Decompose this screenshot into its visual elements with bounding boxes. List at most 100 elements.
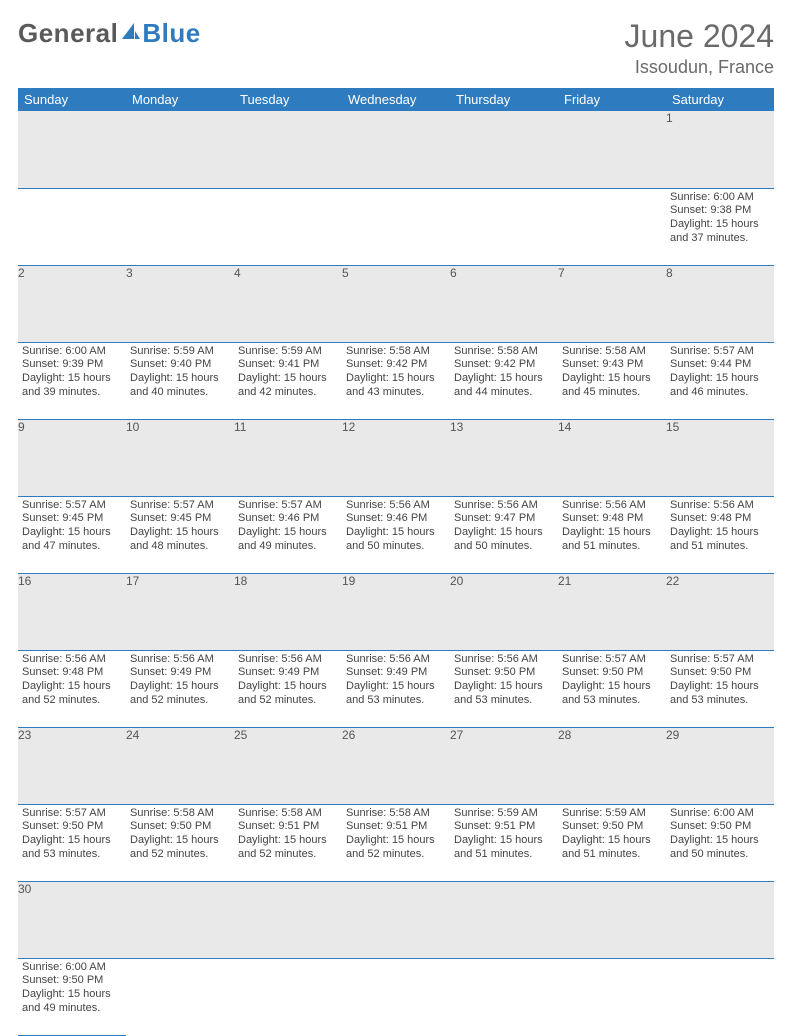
day-number: 6 [450, 265, 558, 342]
day-details: Sunrise: 5:58 AMSunset: 9:51 PMDaylight:… [234, 805, 342, 866]
day-details: Sunrise: 5:57 AMSunset: 9:45 PMDaylight:… [126, 497, 234, 558]
day-cell: Sunrise: 5:57 AMSunset: 9:45 PMDaylight:… [18, 496, 126, 573]
day-cell [450, 958, 558, 1035]
day-number: 27 [450, 727, 558, 804]
day-number: 11 [234, 419, 342, 496]
day-details: Sunrise: 5:56 AMSunset: 9:47 PMDaylight:… [450, 497, 558, 558]
daynum-row: 30 [18, 881, 774, 958]
day-cell [234, 958, 342, 1035]
day-number [234, 111, 342, 188]
day-cell: Sunrise: 5:57 AMSunset: 9:50 PMDaylight:… [558, 650, 666, 727]
day-number: 26 [342, 727, 450, 804]
day-details: Sunrise: 5:59 AMSunset: 9:40 PMDaylight:… [126, 343, 234, 404]
day-cell [342, 958, 450, 1035]
day-details: Sunrise: 5:56 AMSunset: 9:46 PMDaylight:… [342, 497, 450, 558]
day-number [18, 111, 126, 188]
daynum-row: 2345678 [18, 265, 774, 342]
day-cell: Sunrise: 5:57 AMSunset: 9:44 PMDaylight:… [666, 342, 774, 419]
week-row: Sunrise: 6:00 AMSunset: 9:50 PMDaylight:… [18, 958, 774, 1035]
day-details: Sunrise: 5:56 AMSunset: 9:48 PMDaylight:… [666, 497, 774, 558]
day-number: 29 [666, 727, 774, 804]
day-cell: Sunrise: 6:00 AMSunset: 9:50 PMDaylight:… [666, 804, 774, 881]
day-cell: Sunrise: 5:57 AMSunset: 9:45 PMDaylight:… [126, 496, 234, 573]
day-number [342, 111, 450, 188]
day-cell: Sunrise: 5:59 AMSunset: 9:40 PMDaylight:… [126, 342, 234, 419]
day-number: 25 [234, 727, 342, 804]
day-cell: Sunrise: 5:56 AMSunset: 9:48 PMDaylight:… [666, 496, 774, 573]
day-details: Sunrise: 5:58 AMSunset: 9:42 PMDaylight:… [342, 343, 450, 404]
logo-text-2: Blue [142, 18, 200, 49]
day-number [450, 111, 558, 188]
day-number: 5 [342, 265, 450, 342]
day-number: 12 [342, 419, 450, 496]
day-cell: Sunrise: 5:58 AMSunset: 9:50 PMDaylight:… [126, 804, 234, 881]
day-details: Sunrise: 5:56 AMSunset: 9:50 PMDaylight:… [450, 651, 558, 712]
day-details: Sunrise: 5:59 AMSunset: 9:50 PMDaylight:… [558, 805, 666, 866]
day-details: Sunrise: 5:56 AMSunset: 9:49 PMDaylight:… [342, 651, 450, 712]
day-cell: Sunrise: 5:56 AMSunset: 9:47 PMDaylight:… [450, 496, 558, 573]
logo-sail-icon [120, 21, 142, 43]
day-cell: Sunrise: 5:59 AMSunset: 9:51 PMDaylight:… [450, 804, 558, 881]
weekday-header-row: SundayMondayTuesdayWednesdayThursdayFrid… [18, 88, 774, 111]
day-number [234, 881, 342, 958]
day-details: Sunrise: 5:59 AMSunset: 9:51 PMDaylight:… [450, 805, 558, 866]
day-number: 9 [18, 419, 126, 496]
daynum-row: 9101112131415 [18, 419, 774, 496]
day-cell: Sunrise: 5:56 AMSunset: 9:48 PMDaylight:… [18, 650, 126, 727]
day-details: Sunrise: 5:56 AMSunset: 9:48 PMDaylight:… [18, 651, 126, 712]
day-cell: Sunrise: 5:59 AMSunset: 9:50 PMDaylight:… [558, 804, 666, 881]
day-number: 30 [18, 881, 126, 958]
calendar-table: SundayMondayTuesdayWednesdayThursdayFrid… [18, 88, 774, 1036]
day-number: 3 [126, 265, 234, 342]
logo-text-1: General [18, 18, 118, 49]
day-number: 23 [18, 727, 126, 804]
day-number: 7 [558, 265, 666, 342]
day-number [126, 881, 234, 958]
day-details: Sunrise: 5:57 AMSunset: 9:50 PMDaylight:… [666, 651, 774, 712]
day-details: Sunrise: 5:58 AMSunset: 9:50 PMDaylight:… [126, 805, 234, 866]
day-details: Sunrise: 5:57 AMSunset: 9:44 PMDaylight:… [666, 343, 774, 404]
day-number [666, 881, 774, 958]
day-cell: Sunrise: 5:56 AMSunset: 9:50 PMDaylight:… [450, 650, 558, 727]
day-number [450, 881, 558, 958]
day-number: 2 [18, 265, 126, 342]
day-details: Sunrise: 6:00 AMSunset: 9:39 PMDaylight:… [18, 343, 126, 404]
day-cell [126, 188, 234, 265]
day-cell [234, 188, 342, 265]
day-cell: Sunrise: 5:57 AMSunset: 9:46 PMDaylight:… [234, 496, 342, 573]
day-details: Sunrise: 6:00 AMSunset: 9:50 PMDaylight:… [18, 959, 126, 1020]
day-cell: Sunrise: 5:58 AMSunset: 9:51 PMDaylight:… [234, 804, 342, 881]
day-cell: Sunrise: 5:59 AMSunset: 9:41 PMDaylight:… [234, 342, 342, 419]
day-number: 24 [126, 727, 234, 804]
week-row: Sunrise: 5:56 AMSunset: 9:48 PMDaylight:… [18, 650, 774, 727]
day-cell: Sunrise: 5:58 AMSunset: 9:43 PMDaylight:… [558, 342, 666, 419]
day-cell: Sunrise: 5:56 AMSunset: 9:49 PMDaylight:… [234, 650, 342, 727]
day-cell: Sunrise: 5:57 AMSunset: 9:50 PMDaylight:… [666, 650, 774, 727]
location: Issoudun, France [625, 57, 774, 78]
weekday-header: Monday [126, 88, 234, 111]
day-cell: Sunrise: 5:56 AMSunset: 9:49 PMDaylight:… [342, 650, 450, 727]
header: General Blue June 2024 Issoudun, France [18, 18, 774, 78]
day-details: Sunrise: 6:00 AMSunset: 9:50 PMDaylight:… [666, 805, 774, 866]
day-number: 15 [666, 419, 774, 496]
day-cell: Sunrise: 5:57 AMSunset: 9:50 PMDaylight:… [18, 804, 126, 881]
day-details: Sunrise: 5:57 AMSunset: 9:46 PMDaylight:… [234, 497, 342, 558]
weekday-header: Wednesday [342, 88, 450, 111]
day-details: Sunrise: 5:57 AMSunset: 9:50 PMDaylight:… [558, 651, 666, 712]
day-cell: Sunrise: 6:00 AMSunset: 9:38 PMDaylight:… [666, 188, 774, 265]
day-details: Sunrise: 5:56 AMSunset: 9:49 PMDaylight:… [126, 651, 234, 712]
week-row: Sunrise: 6:00 AMSunset: 9:39 PMDaylight:… [18, 342, 774, 419]
week-row: Sunrise: 6:00 AMSunset: 9:38 PMDaylight:… [18, 188, 774, 265]
page-title: June 2024 [625, 18, 774, 55]
day-details: Sunrise: 5:58 AMSunset: 9:43 PMDaylight:… [558, 343, 666, 404]
day-cell: Sunrise: 5:58 AMSunset: 9:51 PMDaylight:… [342, 804, 450, 881]
day-details: Sunrise: 5:58 AMSunset: 9:42 PMDaylight:… [450, 343, 558, 404]
day-cell [126, 958, 234, 1035]
calendar-body: 1Sunrise: 6:00 AMSunset: 9:38 PMDaylight… [18, 111, 774, 1035]
day-cell: Sunrise: 5:58 AMSunset: 9:42 PMDaylight:… [450, 342, 558, 419]
day-number [558, 111, 666, 188]
day-number [126, 111, 234, 188]
day-number [558, 881, 666, 958]
day-details: Sunrise: 6:00 AMSunset: 9:38 PMDaylight:… [666, 189, 774, 250]
weekday-header: Thursday [450, 88, 558, 111]
